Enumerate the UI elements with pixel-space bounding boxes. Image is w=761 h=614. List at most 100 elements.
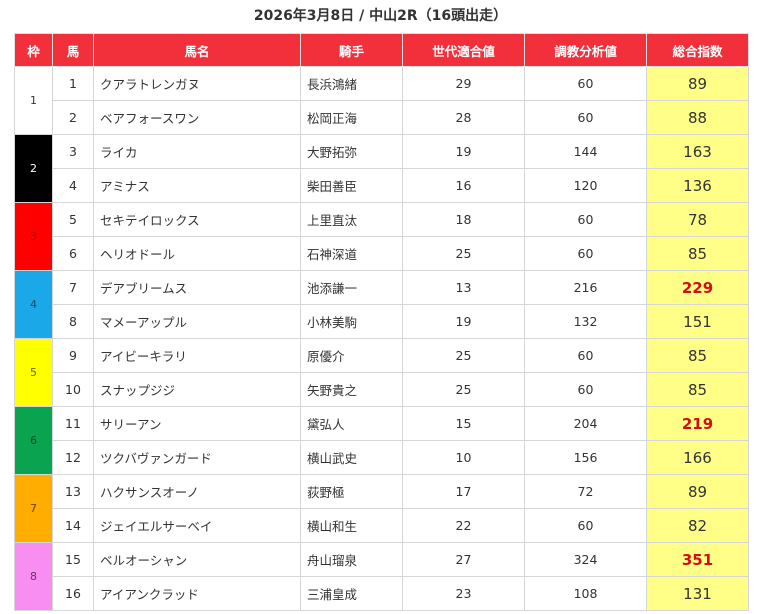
horse-name: セキテイロックス [93, 202, 301, 237]
horse-row: 2 3 ライカ 大野拓弥 19 144 163 [14, 134, 749, 203]
column-header: 枠 [14, 33, 53, 67]
horse-number: 16 [52, 576, 94, 611]
horse-number: 1 [52, 66, 94, 101]
total-score: 82 [646, 508, 749, 543]
horse-name: アイアンクラッド [93, 576, 301, 611]
total-score: 219 [646, 406, 749, 441]
horse-name: ベルオーシャン [93, 542, 301, 577]
horse-row: 3 5 セキテイロックス 上里直汰 18 60 78 [14, 202, 749, 271]
training-score: 60 [524, 236, 647, 271]
generation-score: 25 [402, 372, 525, 407]
horse-name: ツクバヴァンガード [93, 440, 301, 475]
waku-cell: 1 [14, 66, 53, 135]
training-score: 120 [524, 168, 647, 203]
waku-cell: 6 [14, 406, 53, 475]
horse-name: マメーアップル [93, 304, 301, 339]
horse-number: 6 [52, 236, 94, 271]
horse-row: 4 7 デアブリームス 池添謙一 13 216 229 [14, 270, 749, 339]
horse-row: 16 アイアンクラッド 三浦皇成 23 108 131 [15, 576, 749, 611]
column-header: 馬名 [93, 33, 301, 67]
generation-score: 18 [402, 202, 525, 237]
generation-score: 27 [402, 542, 525, 577]
generation-score: 28 [402, 100, 525, 135]
race-table: 枠馬馬名 騎手 世代適合値 調教分析値 総合指数 1 1 クアラトレンガヌ 長浜鴻緒 29 60 8… [14, 33, 749, 611]
horse-row: 8 15 ベルオーシャン 舟山瑠泉 27 324 351 [14, 542, 749, 611]
jockey: 舟山瑠泉 [300, 542, 403, 577]
jockey: 小林美駒 [300, 304, 403, 339]
horse-number: 5 [52, 202, 94, 237]
horse-row: 14 ジェイエルサーベイ 横山和生 22 60 82 [15, 508, 749, 543]
horse-number: 14 [52, 508, 94, 543]
training-score: 108 [524, 576, 647, 611]
training-score: 324 [524, 542, 647, 577]
total-score: 89 [646, 474, 749, 509]
jockey: 松岡正海 [300, 100, 403, 135]
jockey: 上里直汰 [300, 202, 403, 237]
horse-name: アイビーキラリ [93, 338, 301, 373]
generation-score: 25 [402, 236, 525, 271]
waku-cell: 2 [14, 134, 53, 203]
horse-name: ジェイエルサーベイ [93, 508, 301, 543]
column-header: 騎手 [300, 33, 403, 67]
total-score: 89 [646, 66, 749, 101]
waku-cell: 5 [14, 338, 53, 407]
horse-name: ライカ [93, 134, 301, 169]
waku-cell: 3 [14, 202, 53, 271]
total-score: 166 [646, 440, 749, 475]
training-score: 204 [524, 406, 647, 441]
jockey: 石神深道 [300, 236, 403, 271]
training-score: 156 [524, 440, 647, 475]
total-score: 85 [646, 236, 749, 271]
waku-cell: 4 [14, 270, 53, 339]
header-row: 枠馬馬名 騎手 世代適合値 調教分析値 総合指数 [14, 33, 749, 67]
horse-number: 13 [52, 474, 94, 509]
generation-score: 16 [402, 168, 525, 203]
training-score: 132 [524, 304, 647, 339]
horse-row: 6 ヘリオドール 石神深道 25 60 85 [15, 236, 749, 271]
total-score: 85 [646, 372, 749, 407]
total-score: 85 [646, 338, 749, 373]
generation-score: 15 [402, 406, 525, 441]
total-score: 136 [646, 168, 749, 203]
horse-number: 12 [52, 440, 94, 475]
table-body: 1 1 クアラトレンガヌ 長浜鴻緒 29 60 89 2 ベアフォースワン 松岡正海 28 60 88 2… [14, 66, 749, 611]
horse-name: サリーアン [93, 406, 301, 441]
column-header: 調教分析値 [524, 33, 647, 67]
training-score: 60 [524, 66, 647, 101]
horse-row: 2 ベアフォースワン 松岡正海 28 60 88 [15, 100, 749, 135]
horse-number: 9 [52, 338, 94, 373]
total-score: 88 [646, 100, 749, 135]
training-score: 60 [524, 508, 647, 543]
generation-score: 13 [402, 270, 525, 305]
training-score: 60 [524, 338, 647, 373]
column-header: 総合指数 [646, 33, 749, 67]
generation-score: 19 [402, 134, 525, 169]
generation-score: 22 [402, 508, 525, 543]
horse-number: 8 [52, 304, 94, 339]
horse-row: 5 9 アイビーキラリ 原優介 25 60 85 [14, 338, 749, 407]
horse-number: 11 [52, 406, 94, 441]
total-score: 78 [646, 202, 749, 237]
waku-cell: 7 [14, 474, 53, 543]
waku-cell: 8 [14, 542, 53, 611]
horse-row: 12 ツクバヴァンガード 横山武史 10 156 166 [15, 440, 749, 475]
horse-name: デアブリームス [93, 270, 301, 305]
horse-name: アミナス [93, 168, 301, 203]
jockey: 黛弘人 [300, 406, 403, 441]
horse-name: スナップジジ [93, 372, 301, 407]
generation-score: 29 [402, 66, 525, 101]
training-score: 60 [524, 100, 647, 135]
horse-number: 2 [52, 100, 94, 135]
jockey: 大野拓弥 [300, 134, 403, 169]
jockey: 矢野貴之 [300, 372, 403, 407]
horse-name: ヘリオドール [93, 236, 301, 271]
horse-number: 3 [52, 134, 94, 169]
jockey: 三浦皇成 [300, 576, 403, 611]
horse-number: 15 [52, 542, 94, 577]
column-header: 世代適合値 [402, 33, 525, 67]
generation-score: 10 [402, 440, 525, 475]
jockey: 横山武史 [300, 440, 403, 475]
jockey: 池添謙一 [300, 270, 403, 305]
jockey: 柴田善臣 [300, 168, 403, 203]
